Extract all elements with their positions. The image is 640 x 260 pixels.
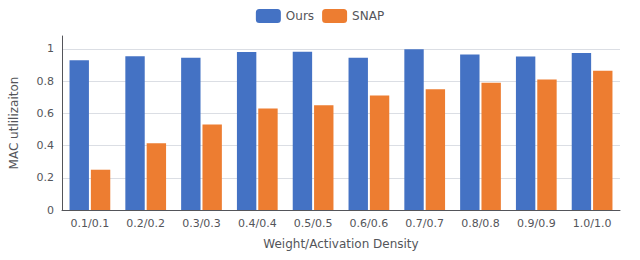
svg-text:0.4: 0.4 xyxy=(37,139,55,152)
svg-text:0.3/0.3: 0.3/0.3 xyxy=(182,217,221,230)
svg-text:0: 0 xyxy=(47,204,54,217)
svg-text:Ours: Ours xyxy=(286,9,314,23)
svg-text:1.0/1.0: 1.0/1.0 xyxy=(573,217,612,230)
svg-text:MAC utlilizaiton: MAC utlilizaiton xyxy=(7,77,21,170)
svg-text:0.6/0.6: 0.6/0.6 xyxy=(350,217,389,230)
svg-text:0.6: 0.6 xyxy=(37,107,55,120)
svg-text:Weight/Activation Density: Weight/Activation Density xyxy=(263,237,418,251)
svg-text:0.9/0.9: 0.9/0.9 xyxy=(517,217,556,230)
svg-text:0.8/0.8: 0.8/0.8 xyxy=(461,217,500,230)
svg-text:1: 1 xyxy=(47,42,54,55)
svg-text:SNAP: SNAP xyxy=(352,9,384,23)
svg-text:0.5/0.5: 0.5/0.5 xyxy=(294,217,333,230)
svg-text:0.2/0.2: 0.2/0.2 xyxy=(126,217,165,230)
svg-text:0.8: 0.8 xyxy=(37,75,55,88)
svg-text:0.2: 0.2 xyxy=(37,171,55,184)
svg-text:0.4/0.4: 0.4/0.4 xyxy=(238,217,277,230)
svg-text:0.1/0.1: 0.1/0.1 xyxy=(71,217,110,230)
svg-text:0.7/0.7: 0.7/0.7 xyxy=(405,217,444,230)
